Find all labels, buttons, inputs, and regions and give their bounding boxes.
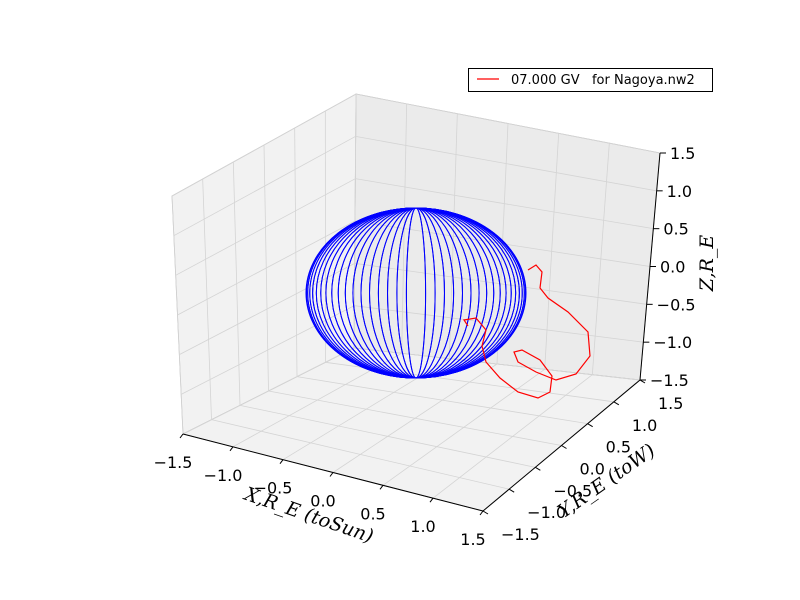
x-tick-label: −1.5 [154,453,193,472]
grid-line [355,93,661,154]
x-tick-mark [329,472,334,477]
grid-line [173,135,356,237]
y-tick-mark [508,488,515,493]
z-tick-label: −0.5 [657,295,696,314]
x-tick-label: 1.5 [460,530,485,549]
z-axis-label: Z,R_E [696,235,718,293]
y-tick-mark [587,423,593,428]
x-tick-mark [379,485,384,490]
y-tick-label: −1.0 [527,503,566,522]
x-tick-label: 1.0 [410,517,435,536]
grid-line [171,93,357,197]
z-tick-label: 1.5 [670,144,695,163]
y-tick-label: 0.0 [580,460,605,479]
sphere-meridian [305,207,527,379]
x-tick-label: −0.5 [254,479,293,498]
z-tick-label: −1.5 [650,371,689,390]
legend: 07.000 GV for Nagoya.nw2 [468,68,713,92]
y-tick-mark [613,401,620,406]
tick-labels: −1.5−1.0−0.50.00.51.01.5 −1.5−1.0−0.50.00… [154,144,696,549]
trajectory-line [462,264,591,399]
y-tick-mark [561,445,567,449]
x-tick-mark [279,459,284,464]
y-tick-label: 1.0 [632,416,657,435]
x-tick-mark [429,497,434,503]
z-tick-label: 0.5 [663,220,688,239]
x-tick-mark [479,510,484,516]
grid-line [353,347,641,381]
y-tick-label: −0.5 [553,481,592,500]
z-tick-label: −1.0 [653,333,692,352]
legend-frame [468,68,713,92]
y-tick-label: 0.5 [606,438,631,457]
x-tick-label: 0.0 [310,492,335,511]
sphere-wireframe [305,207,527,379]
x-tick-label: −1.0 [204,466,243,485]
grid-line [355,135,657,192]
grid-line [353,93,357,349]
y-tick-mark [482,510,489,515]
x-tick-mark [179,433,184,439]
x-tick-label: 0.5 [360,504,385,523]
y-tick-label: −1.5 [501,525,540,544]
y-tick-mark [535,466,541,471]
legend-entry-label: 07.000 GV for Nagoya.nw2 [511,73,695,88]
z-tick-label: 0.0 [660,258,685,277]
x-tick-mark [229,446,234,452]
axis-lines [179,152,666,516]
z-tick-label: 1.0 [667,182,692,201]
y-tick-label: 1.5 [658,394,683,413]
